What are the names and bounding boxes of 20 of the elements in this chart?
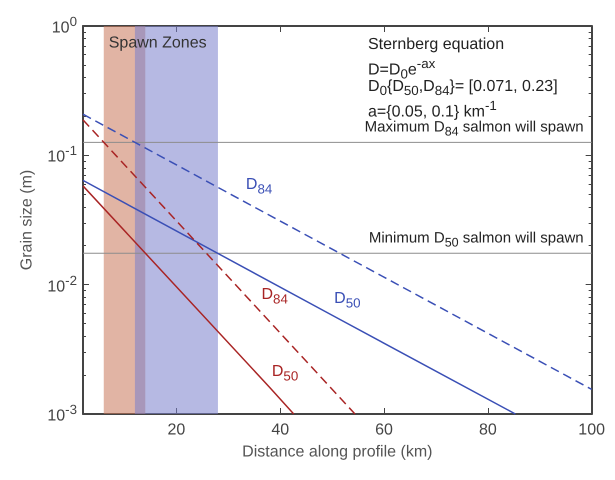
series-label: D$_{84}$ bbox=[261, 286, 288, 307]
x-tick-label: 40 bbox=[271, 422, 290, 438]
y-tick-label: 10$^{-3}$ bbox=[47, 402, 77, 425]
ref-line-label: Minimum D$_{50}$ salmon will spawn bbox=[368, 229, 584, 250]
y-tick-label: 10$^{-2}$ bbox=[47, 272, 77, 296]
y-tick-label: 10$^{0}$ bbox=[52, 14, 77, 37]
x-tick-label: 20 bbox=[168, 422, 186, 438]
x-tick-label: 80 bbox=[478, 422, 497, 438]
x-tick-label: 60 bbox=[375, 422, 394, 438]
annotation: a={0.05, 0.1} km$^{-1}$ bbox=[368, 98, 497, 120]
series-label: D$_{50}$ bbox=[334, 290, 361, 312]
band-label: Spawn Zones bbox=[108, 34, 207, 52]
series-label: D$_{50}$ bbox=[272, 362, 298, 384]
y-tick-label: 10$^{-1}$ bbox=[47, 143, 77, 166]
y-axis-title: Grain size (m) bbox=[18, 170, 36, 270]
annotation: Sternberg equation bbox=[368, 36, 504, 54]
series-label: D$_{84}$ bbox=[246, 176, 272, 198]
x-tick-label: 100 bbox=[578, 422, 606, 438]
ref-line-label: Maximum D$_{84}$ salmon will spawn bbox=[364, 118, 584, 140]
x-axis-title: Distance along profile (km) bbox=[242, 444, 432, 460]
